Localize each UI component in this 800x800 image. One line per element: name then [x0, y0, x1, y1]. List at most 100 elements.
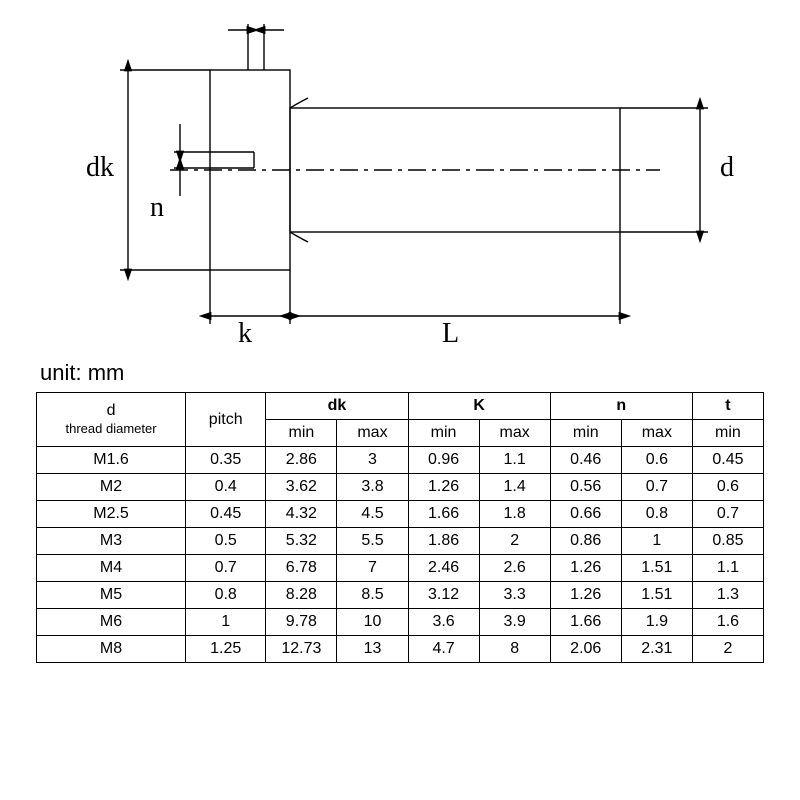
cell-K_max: 1.4 — [479, 474, 550, 501]
hdr-dk: dk — [266, 393, 408, 420]
table-row: M2.50.454.324.51.661.80.660.80.7 — [37, 501, 764, 528]
hdr-t: t — [692, 393, 763, 420]
hdr-d: d — [107, 402, 116, 419]
cell-t: 1.3 — [692, 582, 763, 609]
table-row: M40.76.7872.462.61.261.511.1 — [37, 555, 764, 582]
label-d: d — [720, 152, 734, 184]
cell-n_max: 1.51 — [621, 582, 692, 609]
cell-K_max: 2.6 — [479, 555, 550, 582]
cell-dk_min: 2.86 — [266, 447, 337, 474]
cell-K_max: 1.8 — [479, 501, 550, 528]
hdr-K-min: min — [408, 420, 479, 447]
diagram-svg — [0, 0, 800, 360]
spec-table: d thread diameter pitch dk K n t min max… — [36, 392, 764, 663]
cell-K_min: 1.26 — [408, 474, 479, 501]
label-L: L — [442, 318, 459, 350]
hdr-n-max: max — [621, 420, 692, 447]
cell-pitch: 1 — [186, 609, 266, 636]
cell-d: M2.5 — [37, 501, 186, 528]
cell-t: 0.7 — [692, 501, 763, 528]
hdr-n-min: min — [550, 420, 621, 447]
cell-n_min: 2.06 — [550, 636, 621, 663]
cell-dk_min: 3.62 — [266, 474, 337, 501]
cell-d: M1.6 — [37, 447, 186, 474]
cell-dk_min: 8.28 — [266, 582, 337, 609]
label-n: n — [150, 192, 164, 224]
cell-n_min: 0.46 — [550, 447, 621, 474]
table-row: M81.2512.73134.782.062.312 — [37, 636, 764, 663]
cell-dk_min: 6.78 — [266, 555, 337, 582]
cell-K_min: 0.96 — [408, 447, 479, 474]
hdr-n: n — [550, 393, 692, 420]
cell-n_min: 1.26 — [550, 582, 621, 609]
cell-dk_min: 12.73 — [266, 636, 337, 663]
cell-K_min: 4.7 — [408, 636, 479, 663]
cell-K_max: 2 — [479, 528, 550, 555]
cell-K_min: 3.12 — [408, 582, 479, 609]
cell-n_max: 1 — [621, 528, 692, 555]
cell-n_max: 2.31 — [621, 636, 692, 663]
cell-K_max: 1.1 — [479, 447, 550, 474]
cell-dk_max: 3.8 — [337, 474, 408, 501]
hdr-dk-min: min — [266, 420, 337, 447]
table-row: M50.88.288.53.123.31.261.511.3 — [37, 582, 764, 609]
cell-t: 2 — [692, 636, 763, 663]
cell-K_max: 3.3 — [479, 582, 550, 609]
cell-pitch: 1.25 — [186, 636, 266, 663]
cell-dk_min: 5.32 — [266, 528, 337, 555]
cell-dk_max: 7 — [337, 555, 408, 582]
cell-K_min: 3.6 — [408, 609, 479, 636]
cell-dk_min: 9.78 — [266, 609, 337, 636]
spec-table-wrap: d thread diameter pitch dk K n t min max… — [0, 392, 800, 663]
cell-dk_max: 5.5 — [337, 528, 408, 555]
cell-dk_min: 4.32 — [266, 501, 337, 528]
table-row: M1.60.352.8630.961.10.460.60.45 — [37, 447, 764, 474]
cell-dk_max: 4.5 — [337, 501, 408, 528]
hdr-t-min: min — [692, 420, 763, 447]
cell-t: 0.85 — [692, 528, 763, 555]
cell-d: M3 — [37, 528, 186, 555]
cell-d: M4 — [37, 555, 186, 582]
cell-K_min: 2.46 — [408, 555, 479, 582]
table-row: M619.78103.63.91.661.91.6 — [37, 609, 764, 636]
hdr-K: K — [408, 393, 550, 420]
cell-n_min: 0.56 — [550, 474, 621, 501]
cell-n_min: 1.66 — [550, 609, 621, 636]
hdr-d-sub: thread diameter — [66, 421, 157, 436]
cell-K_min: 1.86 — [408, 528, 479, 555]
cell-d: M5 — [37, 582, 186, 609]
cell-d: M2 — [37, 474, 186, 501]
cell-d: M6 — [37, 609, 186, 636]
cell-dk_max: 10 — [337, 609, 408, 636]
hdr-K-max: max — [479, 420, 550, 447]
cell-d: M8 — [37, 636, 186, 663]
cell-n_max: 0.8 — [621, 501, 692, 528]
table-row: M20.43.623.81.261.40.560.70.6 — [37, 474, 764, 501]
cell-pitch: 0.8 — [186, 582, 266, 609]
cell-n_min: 0.66 — [550, 501, 621, 528]
cell-t: 0.6 — [692, 474, 763, 501]
cell-n_min: 0.86 — [550, 528, 621, 555]
cell-pitch: 0.35 — [186, 447, 266, 474]
label-dk: dk — [86, 152, 114, 184]
hdr-pitch: pitch — [186, 393, 266, 447]
cell-t: 1.1 — [692, 555, 763, 582]
cell-dk_max: 8.5 — [337, 582, 408, 609]
cell-n_min: 1.26 — [550, 555, 621, 582]
cell-n_max: 1.51 — [621, 555, 692, 582]
hdr-dk-max: max — [337, 420, 408, 447]
cell-pitch: 0.45 — [186, 501, 266, 528]
cell-dk_max: 3 — [337, 447, 408, 474]
cell-K_max: 3.9 — [479, 609, 550, 636]
cell-pitch: 0.4 — [186, 474, 266, 501]
cell-K_min: 1.66 — [408, 501, 479, 528]
cell-t: 0.45 — [692, 447, 763, 474]
cell-pitch: 0.7 — [186, 555, 266, 582]
cell-pitch: 0.5 — [186, 528, 266, 555]
cell-n_max: 0.6 — [621, 447, 692, 474]
cell-n_max: 1.9 — [621, 609, 692, 636]
label-k: k — [238, 318, 252, 350]
table-row: M30.55.325.51.8620.8610.85 — [37, 528, 764, 555]
cell-n_max: 0.7 — [621, 474, 692, 501]
table-body: M1.60.352.8630.961.10.460.60.45M20.43.62… — [37, 447, 764, 663]
